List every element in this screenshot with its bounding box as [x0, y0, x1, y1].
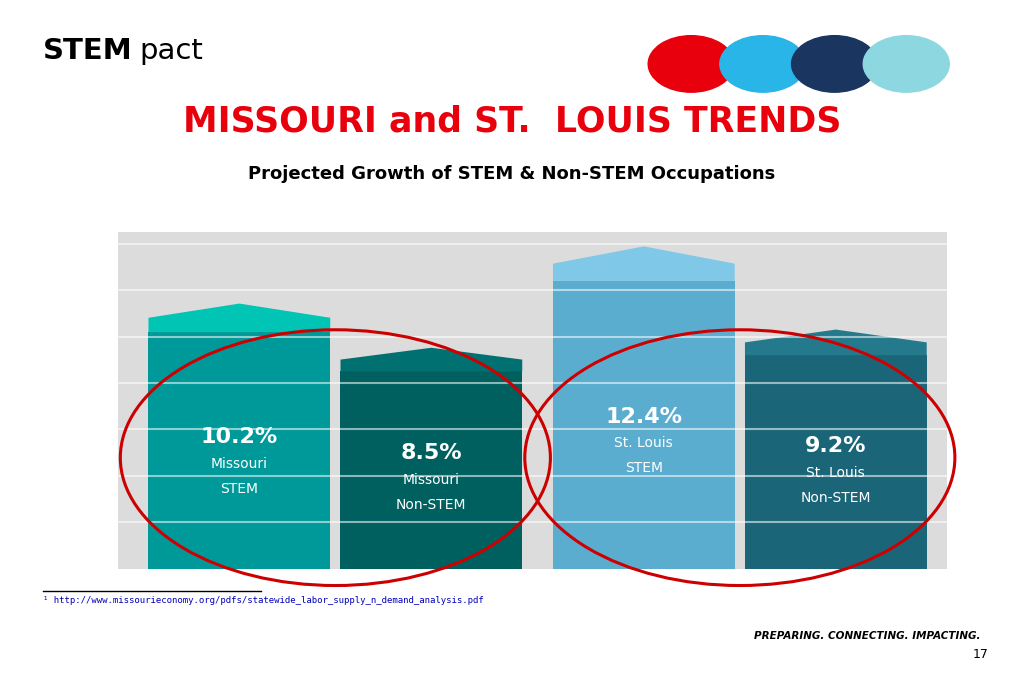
Text: St. Louis: St. Louis — [807, 466, 865, 481]
Text: St. Louis: St. Louis — [614, 437, 673, 450]
Circle shape — [792, 36, 878, 92]
Text: pact: pact — [139, 37, 203, 65]
Text: Missouri: Missouri — [402, 472, 460, 487]
Bar — [118, 232, 947, 569]
Bar — [553, 281, 735, 569]
Text: STEM: STEM — [220, 482, 258, 496]
Text: Projected Growth of STEM & Non-STEM Occupations: Projected Growth of STEM & Non-STEM Occu… — [249, 165, 775, 183]
Text: 12.4%: 12.4% — [605, 406, 682, 427]
Text: 8.5%: 8.5% — [400, 443, 462, 463]
Circle shape — [720, 36, 806, 92]
Polygon shape — [553, 246, 735, 281]
Text: Non-STEM: Non-STEM — [396, 497, 467, 511]
Text: STEM: STEM — [43, 37, 133, 65]
Text: 9.2%: 9.2% — [805, 436, 866, 456]
Bar — [745, 355, 927, 569]
Text: PREPARING. CONNECTING. IMPACTING.: PREPARING. CONNECTING. IMPACTING. — [755, 631, 981, 641]
Text: Missouri: Missouri — [211, 457, 268, 471]
Circle shape — [863, 36, 949, 92]
Text: Non-STEM: Non-STEM — [801, 491, 871, 505]
Circle shape — [648, 36, 734, 92]
Bar — [340, 371, 522, 569]
Text: MISSOURI and ST.  LOUIS TRENDS: MISSOURI and ST. LOUIS TRENDS — [183, 104, 841, 139]
Polygon shape — [340, 348, 522, 371]
Text: STEM: STEM — [625, 462, 663, 475]
Bar — [148, 332, 330, 569]
Polygon shape — [745, 330, 927, 355]
Text: ¹ http://www.missourieconomy.org/pdfs/statewide_labor_supply_n_demand_analysis.p: ¹ http://www.missourieconomy.org/pdfs/st… — [43, 596, 483, 604]
Text: 10.2%: 10.2% — [201, 427, 278, 447]
Text: 17: 17 — [972, 648, 988, 661]
Polygon shape — [148, 304, 330, 332]
